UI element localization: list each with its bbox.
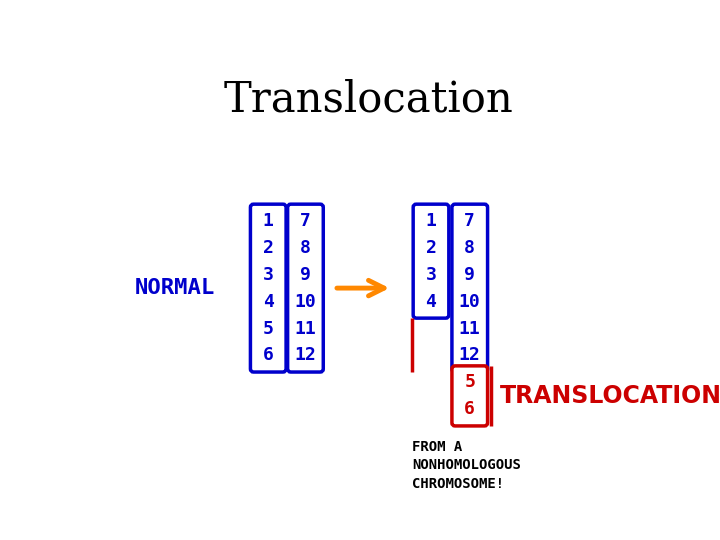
- Text: 5: 5: [464, 374, 475, 391]
- Text: 7: 7: [464, 212, 475, 230]
- Text: 1: 1: [263, 212, 274, 230]
- FancyBboxPatch shape: [413, 204, 449, 318]
- Text: 3: 3: [426, 266, 436, 284]
- Text: 10: 10: [294, 293, 316, 310]
- FancyBboxPatch shape: [251, 204, 286, 372]
- Text: 6: 6: [464, 400, 475, 418]
- Text: 5: 5: [263, 320, 274, 338]
- Text: 9: 9: [464, 266, 475, 284]
- Text: 8: 8: [300, 239, 311, 256]
- Text: 11: 11: [459, 320, 481, 338]
- Text: FROM A
NONHOMOLOGOUS
CHROMOSOME!: FROM A NONHOMOLOGOUS CHROMOSOME!: [413, 440, 521, 491]
- Text: 11: 11: [294, 320, 316, 338]
- Text: 4: 4: [426, 293, 436, 310]
- Text: 4: 4: [263, 293, 274, 310]
- Text: 9: 9: [300, 266, 311, 284]
- Text: 6: 6: [263, 347, 274, 364]
- Text: 3: 3: [263, 266, 274, 284]
- FancyBboxPatch shape: [452, 204, 487, 372]
- FancyBboxPatch shape: [452, 366, 487, 426]
- Text: 10: 10: [459, 293, 481, 310]
- Text: 1: 1: [426, 212, 436, 230]
- Text: TRANSLOCATION: TRANSLOCATION: [500, 384, 720, 408]
- Text: 2: 2: [263, 239, 274, 256]
- Text: 12: 12: [294, 347, 316, 364]
- Text: Translocation: Translocation: [224, 78, 514, 120]
- Text: 12: 12: [459, 347, 481, 364]
- Text: 2: 2: [426, 239, 436, 256]
- Text: NORMAL: NORMAL: [135, 278, 215, 298]
- FancyBboxPatch shape: [287, 204, 323, 372]
- Text: 7: 7: [300, 212, 311, 230]
- Text: 8: 8: [464, 239, 475, 256]
